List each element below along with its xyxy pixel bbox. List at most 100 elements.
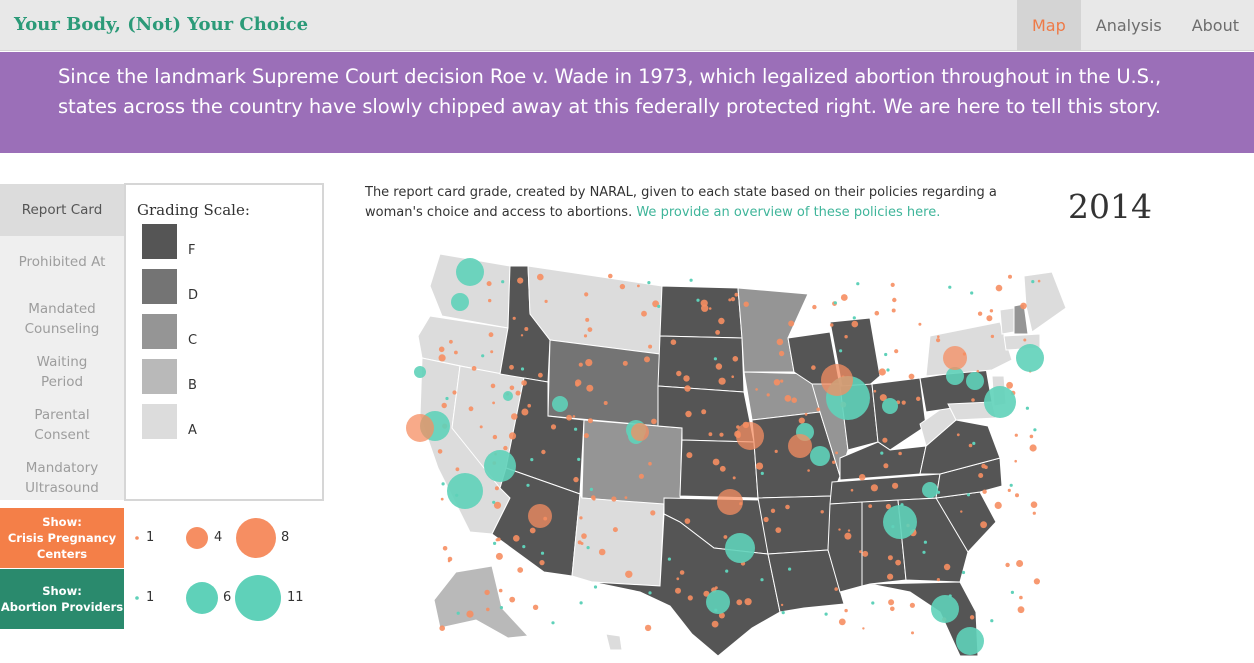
crisis-pregnancy-center-marker[interactable] (718, 377, 726, 385)
crisis-pregnancy-center-marker[interactable] (521, 408, 529, 416)
crisis-pregnancy-center-marker[interactable] (780, 379, 784, 383)
crisis-pregnancy-center-marker[interactable] (544, 299, 548, 303)
tab-report-card[interactable]: Report Card (0, 184, 124, 236)
abortion-provider-marker[interactable] (574, 427, 578, 431)
crisis-pregnancy-center-marker[interactable] (755, 388, 758, 391)
crisis-pregnancy-center-marker[interactable] (911, 631, 914, 635)
crisis-pregnancy-center-marker[interactable] (791, 397, 797, 403)
crisis-pregnancy-center-marker[interactable] (1033, 578, 1040, 585)
crisis-pregnancy-center-marker[interactable] (670, 339, 677, 345)
crisis-pregnancy-center-marker[interactable] (676, 577, 680, 581)
state-hawaii[interactable] (605, 633, 623, 651)
crisis-pregnancy-center-marker[interactable] (898, 451, 902, 456)
crisis-pregnancy-center-marker[interactable] (527, 403, 531, 408)
abortion-provider-marker[interactable] (499, 606, 503, 610)
crisis-pregnancy-center-marker[interactable] (901, 400, 906, 405)
crisis-pregnancy-center-marker[interactable] (608, 273, 613, 279)
crisis-pregnancy-center-marker[interactable] (441, 402, 447, 409)
crisis-pregnancy-center-marker[interactable] (807, 469, 810, 472)
state-maine[interactable] (1023, 271, 1067, 333)
crisis-pregnancy-center-marker[interactable] (651, 418, 657, 425)
crisis-pregnancy-center-marker[interactable] (744, 598, 752, 606)
crisis-pregnancy-center-marker[interactable] (447, 559, 451, 563)
tab-mandatory-ultrasound[interactable]: Mandatory Ultrasound (0, 458, 124, 498)
crisis-pregnancy-center-marker[interactable] (715, 330, 720, 335)
crisis-pregnancy-center-marker[interactable] (687, 595, 693, 601)
crisis-pregnancy-center-marker[interactable] (730, 297, 736, 302)
crisis-pregnancy-center-marker[interactable] (503, 445, 508, 451)
abortion-provider-marker[interactable] (946, 367, 964, 385)
abortion-provider-marker[interactable] (696, 298, 700, 302)
abortion-provider-marker[interactable] (445, 396, 449, 401)
abortion-provider-marker[interactable] (984, 386, 1016, 418)
abortion-provider-marker[interactable] (852, 316, 856, 320)
abortion-provider-marker[interactable] (931, 595, 959, 623)
crisis-pregnancy-center-marker[interactable] (1007, 488, 1011, 492)
crisis-pregnancy-center-marker[interactable] (679, 570, 685, 575)
crisis-pregnancy-center-marker[interactable] (1029, 434, 1034, 439)
crisis-pregnancy-center-marker[interactable] (838, 618, 846, 626)
crisis-pregnancy-center-marker[interactable] (455, 467, 460, 472)
state-mississippi[interactable] (827, 501, 863, 593)
crisis-pregnancy-center-marker[interactable] (882, 437, 888, 443)
crisis-pregnancy-center-marker[interactable] (488, 332, 494, 338)
abortion-provider-marker[interactable] (948, 285, 952, 289)
state-north-dakota[interactable] (659, 285, 743, 339)
state-washington[interactable] (429, 253, 511, 329)
crisis-pregnancy-center-marker[interactable] (454, 350, 458, 355)
crisis-pregnancy-center-marker[interactable] (990, 334, 995, 339)
crisis-pregnancy-center-marker[interactable] (683, 375, 690, 382)
crisis-pregnancy-center-marker[interactable] (631, 423, 649, 441)
abortion-provider-marker[interactable] (492, 500, 496, 504)
crisis-pregnancy-center-marker[interactable] (755, 462, 764, 470)
abortion-provider-marker[interactable] (990, 619, 994, 623)
crisis-pregnancy-center-marker[interactable] (723, 535, 728, 539)
crisis-pregnancy-center-marker[interactable] (874, 310, 880, 316)
crisis-pregnancy-center-marker[interactable] (1005, 562, 1010, 568)
abortion-provider-marker[interactable] (883, 505, 917, 539)
crisis-pregnancy-center-marker[interactable] (1019, 595, 1023, 600)
abortion-provider-marker[interactable] (725, 569, 729, 573)
abortion-provider-marker[interactable] (966, 372, 984, 390)
crisis-pregnancy-center-marker[interactable] (675, 587, 681, 594)
abortion-provider-marker[interactable] (589, 487, 593, 491)
crisis-pregnancy-center-marker[interactable] (550, 424, 557, 430)
us-choropleth-map[interactable] (400, 236, 1080, 661)
abortion-provider-marker[interactable] (503, 391, 513, 401)
crisis-pregnancy-center-marker[interactable] (1023, 338, 1027, 342)
abortion-provider-marker[interactable] (493, 541, 497, 545)
crisis-pregnancy-center-marker[interactable] (493, 501, 502, 509)
abortion-provider-marker[interactable] (657, 304, 661, 308)
abortion-provider-marker[interactable] (856, 282, 860, 286)
crisis-pregnancy-center-marker[interactable] (517, 277, 524, 284)
abortion-provider-marker[interactable] (1033, 428, 1037, 432)
crisis-pregnancy-center-marker[interactable] (585, 359, 593, 367)
abortion-provider-marker[interactable] (970, 291, 974, 295)
abortion-provider-marker[interactable] (713, 357, 717, 361)
crisis-pregnancy-center-marker[interactable] (708, 432, 713, 437)
abortion-provider-marker[interactable] (456, 258, 484, 286)
crisis-pregnancy-center-marker[interactable] (844, 335, 848, 339)
crisis-pregnancy-center-marker[interactable] (598, 548, 606, 556)
crisis-pregnancy-center-marker[interactable] (890, 282, 895, 287)
crisis-pregnancy-center-marker[interactable] (891, 308, 896, 313)
crisis-pregnancy-center-marker[interactable] (773, 379, 781, 386)
abortion-provider-marker[interactable] (922, 550, 926, 554)
crisis-pregnancy-center-marker[interactable] (770, 508, 776, 513)
crisis-pregnancy-center-marker[interactable] (577, 540, 582, 545)
crisis-pregnancy-center-marker[interactable] (885, 503, 891, 510)
crisis-pregnancy-center-marker[interactable] (829, 323, 834, 327)
crisis-pregnancy-center-marker[interactable] (763, 516, 769, 523)
abortion-provider-marker[interactable] (900, 503, 904, 507)
crisis-pregnancy-center-marker[interactable] (439, 625, 445, 631)
crisis-pregnancy-center-marker[interactable] (583, 334, 588, 338)
crisis-pregnancy-center-marker[interactable] (509, 596, 516, 603)
crisis-pregnancy-center-marker[interactable] (486, 607, 490, 612)
abortion-provider-marker[interactable] (484, 450, 516, 482)
crisis-pregnancy-center-marker[interactable] (994, 501, 1002, 509)
crisis-pregnancy-center-marker[interactable] (587, 327, 593, 332)
crisis-pregnancy-center-marker[interactable] (873, 389, 877, 393)
crisis-pregnancy-center-marker[interactable] (892, 482, 899, 489)
crisis-pregnancy-center-marker[interactable] (859, 474, 866, 481)
crisis-pregnancy-center-marker[interactable] (517, 567, 524, 573)
